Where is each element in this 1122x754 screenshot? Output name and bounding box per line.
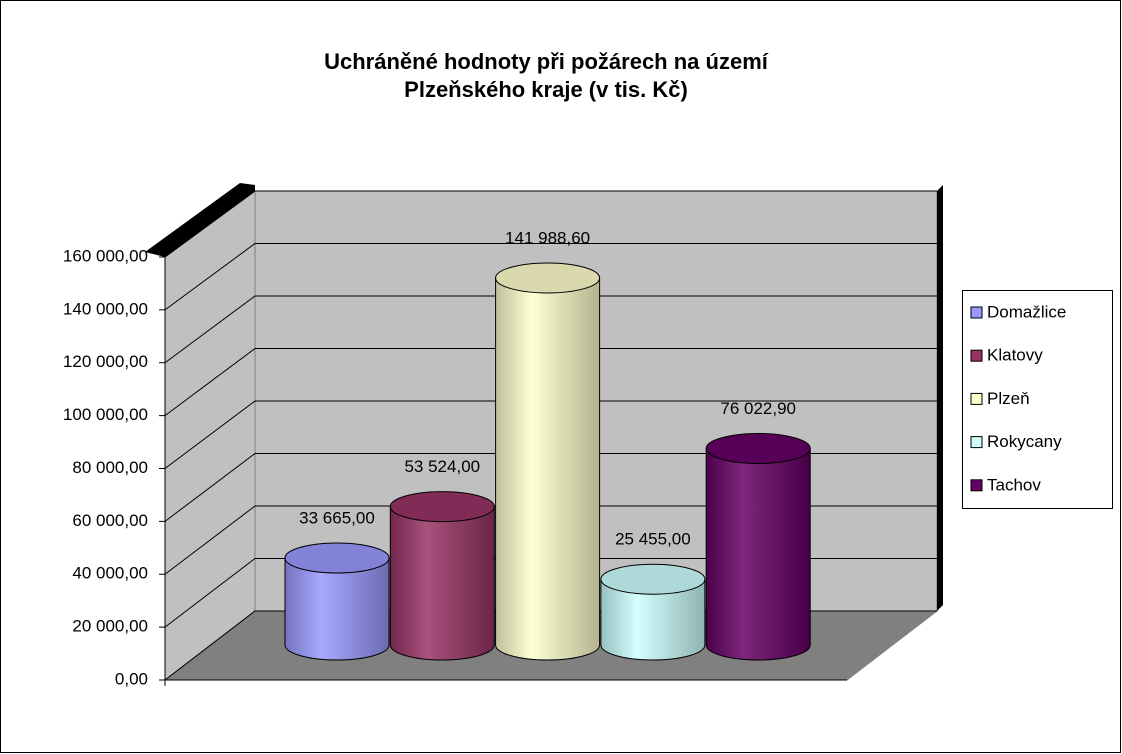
wall-edge	[937, 185, 943, 611]
bar-top	[284, 542, 390, 574]
legend-label: Tachov	[987, 475, 1041, 494]
grid-line	[164, 243, 937, 311]
y-tick-label: 140 000,00	[63, 299, 148, 318]
y-tick-label: 20 000,00	[72, 617, 148, 636]
bar-top	[705, 432, 811, 464]
legend-swatch	[970, 349, 983, 362]
legend-swatch	[970, 436, 983, 449]
legend	[962, 290, 1113, 509]
data-label: 33 665,00	[299, 508, 375, 527]
y-tick-label: 160 000,00	[63, 246, 148, 265]
bar	[495, 277, 601, 661]
legend-label: Plzeň	[987, 389, 1030, 408]
grid-line	[164, 295, 937, 364]
bar	[284, 557, 390, 661]
y-tick-label: 100 000,00	[63, 405, 148, 424]
grid-line	[164, 348, 937, 417]
chart-title: Uchráněné hodnoty při požárech na území …	[324, 49, 768, 102]
y-tick-label: 0,00	[115, 669, 148, 688]
y-tick-label: 40 000,00	[72, 564, 148, 583]
y-tick-label: 80 000,00	[72, 458, 148, 477]
y-tick-label: 120 000,00	[63, 352, 148, 371]
bar-top	[389, 491, 495, 523]
legend-swatch	[970, 479, 983, 492]
bar	[600, 578, 706, 661]
grid-line	[164, 190, 937, 258]
data-label: 141 988,60	[505, 228, 590, 247]
side-wall	[164, 190, 256, 682]
bar	[389, 506, 495, 661]
data-label: 76 022,90	[720, 399, 796, 418]
legend-label: Rokycany	[987, 432, 1062, 451]
y-tick-label: 60 000,00	[72, 511, 148, 530]
bar	[705, 447, 811, 661]
grid-line	[164, 400, 937, 469]
data-label: 25 455,00	[615, 530, 691, 549]
legend-label: Klatovy	[987, 346, 1043, 365]
data-label: 53 524,00	[404, 457, 480, 476]
bar-top	[495, 262, 601, 294]
wall-edge	[145, 183, 255, 257]
legend-swatch	[970, 306, 983, 319]
bar-top	[600, 563, 706, 595]
legend-label: Domažlice	[987, 302, 1066, 321]
legend-swatch	[970, 392, 983, 405]
